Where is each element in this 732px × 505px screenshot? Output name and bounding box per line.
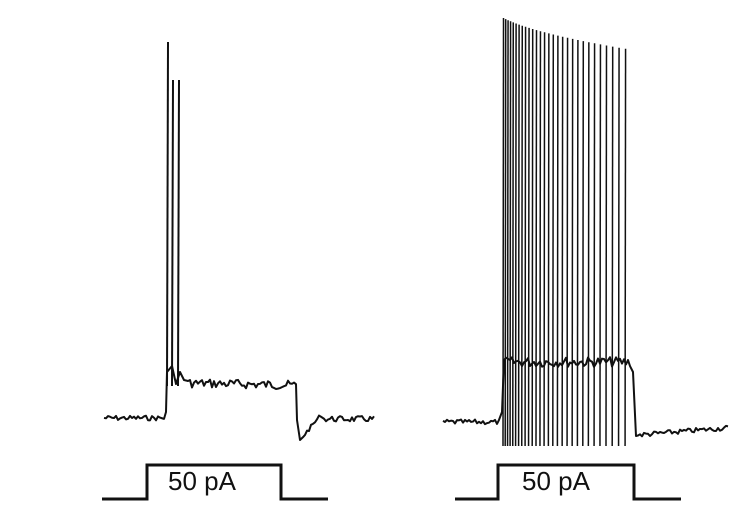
spike-right-10 xyxy=(527,27,530,447)
voltage-trace-left xyxy=(103,365,375,441)
spike-right-24 xyxy=(593,43,596,447)
spike-right-29 xyxy=(624,48,627,447)
spike-group-right xyxy=(502,17,627,447)
stimulus-label-left: 50 pA xyxy=(168,466,236,496)
spike-right-27 xyxy=(611,46,614,447)
spike-right-16 xyxy=(552,34,555,447)
spike-right-14 xyxy=(543,32,546,447)
spike-right-15 xyxy=(547,33,550,447)
spike-right-25 xyxy=(599,44,602,447)
stimulus-step-right xyxy=(455,463,681,501)
spike-right-6 xyxy=(514,23,517,447)
spike-right-12 xyxy=(535,30,538,447)
spike-right-3 xyxy=(506,20,509,447)
spike-left-3 xyxy=(177,79,180,387)
spike-left-2 xyxy=(171,79,174,387)
spike-right-26 xyxy=(605,45,608,447)
spike-group-left xyxy=(166,41,180,387)
spike-right-19 xyxy=(566,37,569,447)
spike-right-21 xyxy=(576,39,579,447)
spike-right-7 xyxy=(517,24,520,447)
spike-right-2 xyxy=(504,19,507,447)
voltage-trace-right xyxy=(442,356,729,438)
spike-right-1 xyxy=(502,17,505,447)
stimulus-step-left xyxy=(102,463,328,501)
spike-right-9 xyxy=(524,26,527,447)
spike-right-18 xyxy=(561,36,564,447)
spike-right-23 xyxy=(587,42,590,447)
spike-right-28 xyxy=(617,47,620,447)
spike-right-11 xyxy=(531,28,534,447)
stimulus-label-right: 50 pA xyxy=(522,466,590,496)
spike-right-17 xyxy=(556,35,559,447)
spike-right-4 xyxy=(509,21,512,447)
spike-left-1 xyxy=(166,41,169,387)
spike-right-13 xyxy=(539,31,542,447)
spike-right-22 xyxy=(582,41,585,447)
spike-right-20 xyxy=(571,38,574,447)
spike-right-5 xyxy=(512,22,515,447)
spike-right-8 xyxy=(521,25,524,447)
